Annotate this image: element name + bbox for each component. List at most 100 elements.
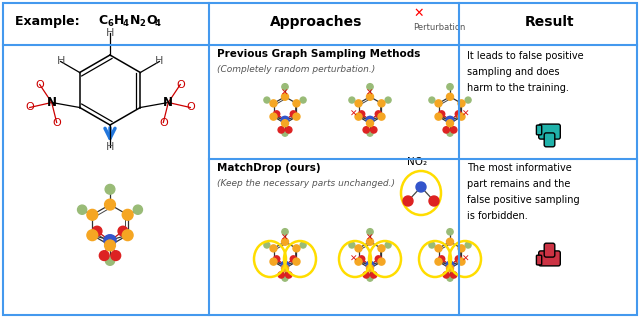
Circle shape [133,205,143,214]
Text: is forbidden.: is forbidden. [467,211,528,221]
Circle shape [367,265,374,272]
Text: 4: 4 [123,19,129,29]
Circle shape [447,130,453,136]
Text: N: N [130,13,140,26]
Circle shape [92,226,102,236]
Circle shape [104,199,115,210]
Circle shape [367,229,373,235]
Circle shape [355,100,362,107]
Circle shape [367,275,373,281]
Text: 6: 6 [107,19,113,29]
Text: NO₂: NO₂ [407,157,427,167]
Text: Example:: Example: [15,16,84,29]
Text: O: O [146,13,157,26]
Circle shape [378,100,385,107]
Circle shape [270,100,277,107]
FancyBboxPatch shape [544,133,555,147]
Circle shape [281,116,288,123]
Circle shape [282,84,288,90]
Text: C: C [98,13,107,26]
Circle shape [367,130,373,136]
Text: harm to the training.: harm to the training. [467,83,569,93]
Circle shape [455,256,461,262]
Circle shape [447,116,454,123]
Circle shape [270,258,277,265]
Circle shape [455,111,461,117]
Circle shape [291,256,296,262]
Circle shape [447,120,454,127]
Circle shape [371,127,377,133]
Circle shape [403,196,413,206]
FancyBboxPatch shape [536,255,541,265]
Circle shape [87,230,98,241]
Circle shape [447,84,453,90]
Text: (Completely random perturbation.): (Completely random perturbation.) [217,65,375,73]
Circle shape [111,251,121,260]
Text: ✕: ✕ [350,109,358,119]
Circle shape [270,113,277,120]
Circle shape [273,111,280,117]
Text: MatchDrop (ours): MatchDrop (ours) [217,163,321,173]
Circle shape [106,256,115,265]
Circle shape [429,196,439,206]
Circle shape [443,272,449,278]
Text: part remains and the: part remains and the [467,179,570,189]
Text: It leads to false positive: It leads to false positive [467,51,584,61]
Circle shape [447,229,453,235]
Circle shape [458,100,465,107]
Text: N: N [47,96,57,109]
Text: O: O [52,117,61,128]
Text: Approaches: Approaches [270,15,362,29]
Text: ✕: ✕ [462,109,470,119]
Circle shape [87,209,98,220]
Text: O: O [35,80,44,89]
Circle shape [367,120,374,127]
Circle shape [447,265,454,272]
Text: Perturbation: Perturbation [413,24,465,32]
Circle shape [367,116,374,123]
Circle shape [104,240,115,251]
Text: Result: Result [525,15,574,29]
Circle shape [264,97,270,103]
Circle shape [385,242,391,248]
Circle shape [435,113,442,120]
Circle shape [371,272,377,278]
Circle shape [358,111,365,117]
Circle shape [446,261,453,268]
Circle shape [355,258,362,265]
Circle shape [367,238,374,245]
Circle shape [447,275,453,281]
Circle shape [451,127,457,133]
Circle shape [105,184,115,194]
Circle shape [378,245,385,252]
Circle shape [465,97,471,103]
Circle shape [451,272,457,278]
Circle shape [435,100,442,107]
Text: false positive sampling: false positive sampling [467,195,580,205]
Circle shape [293,258,300,265]
Circle shape [282,120,289,127]
Circle shape [282,93,289,100]
Text: The most informative: The most informative [467,163,572,173]
Circle shape [438,256,445,262]
Circle shape [349,97,355,103]
Circle shape [429,242,435,248]
Circle shape [282,130,288,136]
FancyBboxPatch shape [539,124,560,139]
Circle shape [416,182,426,192]
Circle shape [385,97,391,103]
Circle shape [429,97,435,103]
FancyBboxPatch shape [539,251,560,266]
Text: ✕: ✕ [350,254,358,264]
Circle shape [285,272,292,278]
Circle shape [278,127,284,133]
Circle shape [447,261,454,268]
Circle shape [118,226,128,236]
FancyBboxPatch shape [544,243,555,257]
Circle shape [447,93,454,100]
Circle shape [375,111,381,117]
Text: (Keep the necessary parts unchanged.): (Keep the necessary parts unchanged.) [217,178,395,188]
Circle shape [366,261,373,268]
Circle shape [285,127,292,133]
Circle shape [282,116,289,123]
